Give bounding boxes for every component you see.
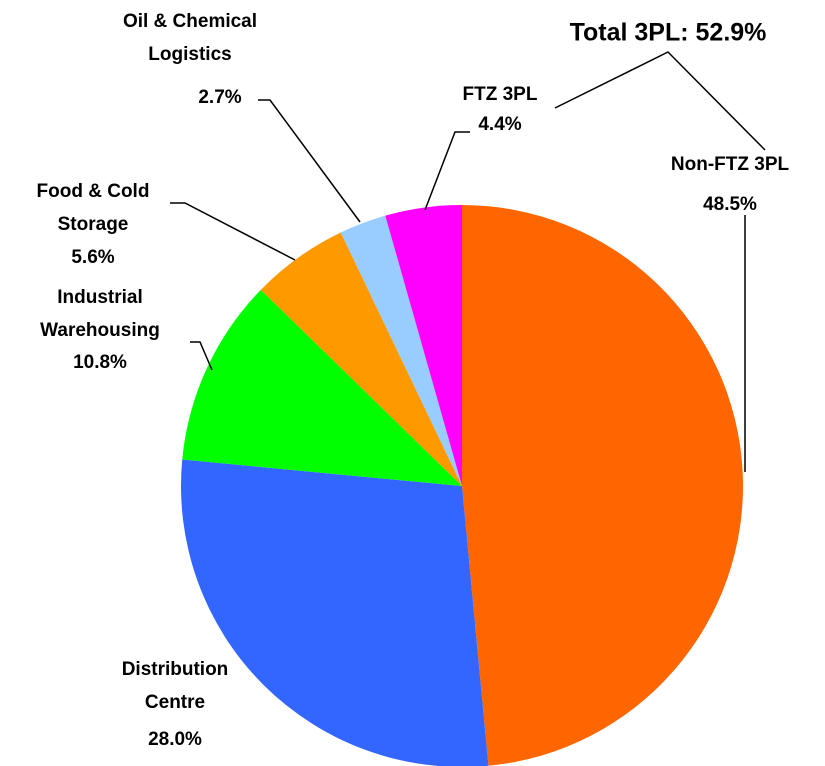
slice-label: Industrial — [57, 287, 143, 308]
value-label: 2.7% — [198, 87, 241, 108]
slice — [385, 205, 462, 486]
leader-line — [190, 341, 213, 371]
slice — [260, 232, 462, 486]
leader-line — [424, 131, 470, 211]
leader-line — [258, 99, 361, 223]
slice-label: Storage — [58, 214, 129, 235]
value-label: 48.5% — [703, 194, 757, 215]
slice-label: FTZ 3PL — [463, 84, 538, 105]
slice — [340, 215, 462, 486]
slice-label: Non-FTZ 3PL — [671, 154, 790, 175]
slice-label: Oil & Chemical — [123, 11, 257, 32]
slice-label: Centre — [145, 692, 205, 713]
value-label: 4.4% — [478, 114, 521, 135]
slice-label: Food & Cold — [37, 181, 150, 202]
slice-label: Warehousing — [40, 320, 160, 341]
leader-line — [170, 202, 296, 261]
annotation: Total 3PL: 52.9% — [570, 19, 767, 47]
annotation-leader — [554, 51, 766, 151]
value-label: 10.8% — [73, 352, 127, 373]
slice — [181, 459, 489, 766]
slice — [182, 289, 463, 486]
value-label: 28.0% — [148, 729, 202, 750]
slice-label: Distribution — [122, 659, 229, 680]
slice-label: Logistics — [148, 44, 231, 65]
value-label: 5.6% — [71, 247, 114, 268]
slice — [462, 205, 743, 766]
